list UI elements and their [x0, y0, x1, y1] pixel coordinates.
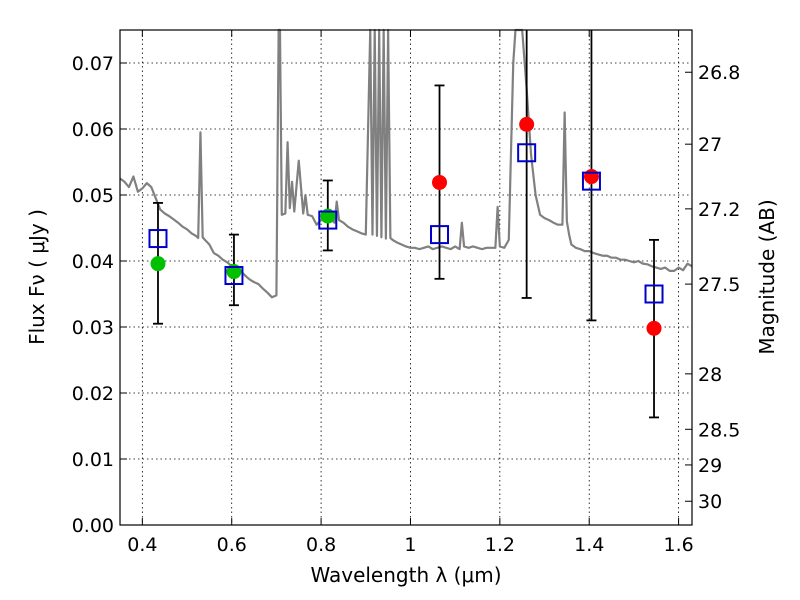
y-tick-label: 0.02: [72, 383, 114, 405]
plot-frame: [119, 29, 693, 526]
right-tick-label: 28.5: [698, 419, 740, 441]
y-tick-label: 0.06: [72, 119, 114, 141]
y-tick-label: 0.04: [72, 251, 114, 273]
right-tick-label: 28: [698, 364, 722, 386]
y-tick-label: 0.05: [72, 185, 114, 207]
model-square: [224, 266, 244, 286]
model-square: [581, 171, 601, 191]
tick-labels: 0.4 0.6 0.8 1 1.2 1.4 1.6 0.00 0.01 0.02 0.03 0.04 0…: [72, 53, 741, 556]
axis-ticks: [120, 30, 692, 526]
data-markers: [148, 116, 664, 336]
model-square: [148, 229, 168, 249]
x-tick-label: 1: [404, 534, 416, 556]
y-tick-label: 0.00: [72, 515, 114, 537]
model-square: [644, 284, 664, 304]
spectrum-line: [119, 28, 693, 299]
x-tick-label: 1.4: [574, 534, 604, 556]
right-tick-label: 27.2: [698, 199, 740, 221]
plot-background: [120, 30, 692, 525]
model-square: [517, 143, 537, 163]
y-tick-label: 0.03: [72, 317, 114, 339]
y-tick-label: 0.07: [72, 53, 114, 75]
model-square: [430, 225, 450, 245]
observed_red-point: [519, 116, 535, 132]
y-axis-right-label: Magnitude (AB): [755, 199, 779, 354]
right-tick-label: 30: [698, 491, 722, 513]
x-tick-label: 0.4: [127, 534, 157, 556]
right-tick-label: 26.8: [698, 62, 740, 84]
x-tick-label: 1.6: [663, 534, 693, 556]
x-axis-label: Wavelength λ (μm): [310, 563, 501, 587]
observed_red-point: [583, 169, 599, 185]
model-square: [318, 210, 338, 230]
x-tick-label: 1.2: [485, 534, 515, 556]
observed_green-point: [150, 256, 166, 272]
spectrum-series: [119, 28, 693, 299]
x-tick-label: 0.8: [306, 534, 336, 556]
observed_red-point: [646, 320, 662, 336]
observed_red-point: [432, 174, 448, 190]
y-tick-label: 0.01: [72, 449, 114, 471]
right-tick-label: 27.5: [698, 274, 740, 296]
right-tick-label: 29: [698, 455, 722, 477]
y-axis-label: Flux Fν ( μJy ): [25, 209, 49, 345]
x-tick-label: 0.6: [217, 534, 247, 556]
right-tick-label: 27: [698, 134, 722, 156]
